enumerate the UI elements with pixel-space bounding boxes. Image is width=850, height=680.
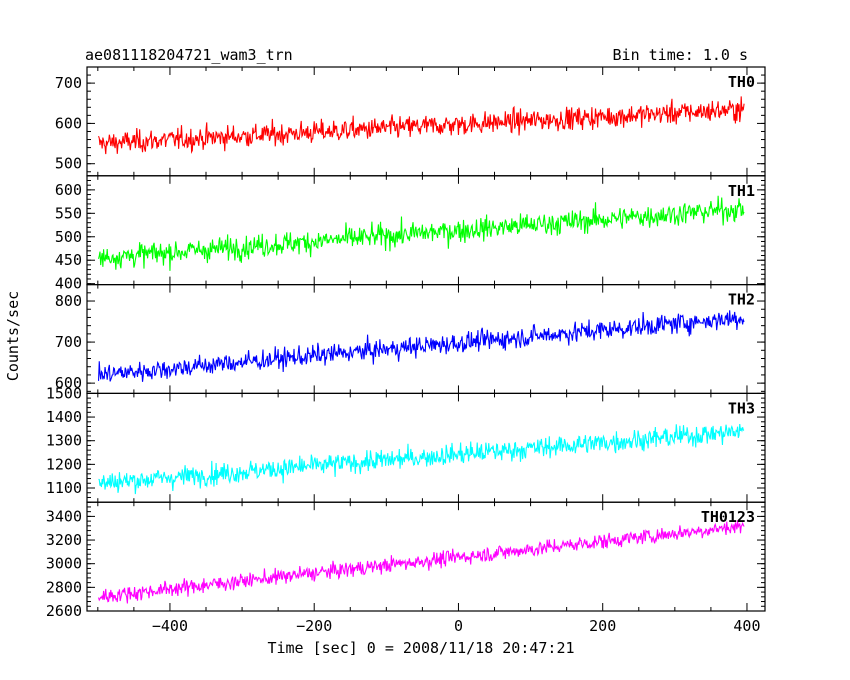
panels-group: 500 600 700 TH0 400 450 500 550 600 TH1 600 700 800 T… xyxy=(46,66,766,635)
y-tick-label: 550 xyxy=(55,204,82,222)
y-tick-label: 450 xyxy=(55,251,82,269)
panel-frame xyxy=(86,392,766,503)
panel-name-label: TH0123 xyxy=(701,508,755,526)
y-tick-label: 500 xyxy=(55,155,82,173)
y-tick-label: 400 xyxy=(55,275,82,293)
x-tick-label: 200 xyxy=(589,617,616,635)
y-axis-label: Counts/sec xyxy=(4,291,22,381)
y-tick-label: 2600 xyxy=(46,602,82,620)
series-line-th3 xyxy=(98,423,745,495)
y-tick-label: 700 xyxy=(55,74,82,92)
y-tick-label: 600 xyxy=(55,374,82,392)
panel-th1: 400 450 500 550 600 TH1 xyxy=(55,175,766,293)
y-tick-label: 600 xyxy=(55,114,82,132)
panel-frame xyxy=(86,501,766,612)
x-tick-label: 0 xyxy=(454,617,463,635)
y-tick-label: 1400 xyxy=(46,408,82,426)
series-line-th2 xyxy=(97,310,745,382)
x-tick-label: −400 xyxy=(152,617,188,635)
chart-title: ae081118204721_wam3_trn xyxy=(85,46,293,64)
y-tick-label: 1100 xyxy=(46,479,82,497)
panel-name-label: TH0 xyxy=(728,73,755,91)
bin-time-label: Bin time: 1.0 s xyxy=(613,46,748,64)
y-tick-label: 2800 xyxy=(46,578,82,596)
y-tick-label: 3400 xyxy=(46,507,82,525)
panel-name-label: TH3 xyxy=(728,399,755,417)
y-tick-label: 1500 xyxy=(46,384,82,402)
panel-th0: 500 600 700 TH0 xyxy=(55,66,766,177)
panel-name-label: TH2 xyxy=(728,291,755,309)
y-tick-label: 3000 xyxy=(46,555,82,573)
series-line-th0 xyxy=(98,96,745,155)
series-line-th1 xyxy=(98,195,745,271)
panel-th0123: 2600 2800 3000 3200 3400 TH0123 xyxy=(46,501,766,620)
y-tick-label: 600 xyxy=(55,181,82,199)
panel-th3: 1100 1200 1300 1400 1500 TH3 xyxy=(46,384,766,503)
y-tick-label: 1200 xyxy=(46,455,82,473)
series-line-th0123 xyxy=(98,520,745,604)
panel-name-label: TH1 xyxy=(728,182,755,200)
y-tick-label: 3200 xyxy=(46,531,82,549)
y-tick-label: 1300 xyxy=(46,432,82,450)
y-tick-label: 800 xyxy=(55,292,82,310)
panel-th2: 600 700 800 TH2 xyxy=(55,284,766,395)
y-tick-label: 700 xyxy=(55,333,82,351)
x-tick-label: 400 xyxy=(733,617,760,635)
x-axis-label: Time [sec] 0 = 2008/11/18 20:47:21 xyxy=(267,639,574,657)
y-tick-label: 500 xyxy=(55,228,82,246)
x-tick-label: −200 xyxy=(296,617,332,635)
